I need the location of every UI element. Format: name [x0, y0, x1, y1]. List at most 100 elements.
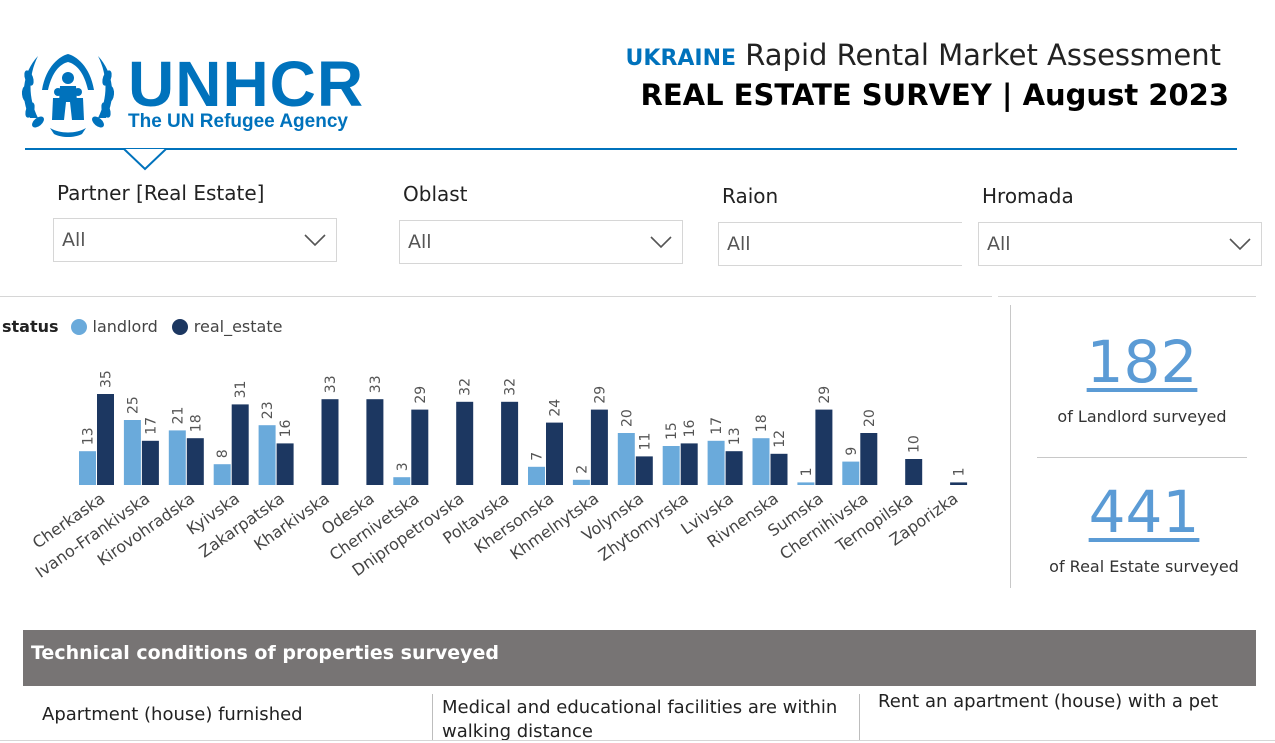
page-subtitle: REAL ESTATE SURVEY | August 2023 [640, 78, 1230, 112]
bar-real_estate-zaporizka[interactable] [950, 482, 968, 485]
filter-value-raion: All [727, 233, 751, 255]
filter-dropdown-partner[interactable]: All [53, 218, 337, 262]
bar-real_estate-zakarpatska[interactable] [276, 443, 294, 485]
bar-real_estate-zhytomyrska[interactable] [680, 443, 698, 485]
data-label-landlord-sumska: 1 [799, 467, 815, 476]
data-label-real_estate-odeska: 33 [368, 375, 384, 393]
data-label-landlord-ivano-frankivska: 25 [125, 396, 141, 414]
bar-real_estate-sumska[interactable] [815, 409, 833, 485]
header-divider [25, 148, 1237, 150]
kpi-real-estate-label: of Real Estate surveyed [1049, 557, 1239, 576]
data-label-landlord-zakarpatska: 23 [260, 401, 276, 419]
bar-real_estate-kirovohradska[interactable] [186, 438, 204, 485]
bar-landlord-khmelnytska[interactable] [572, 479, 590, 485]
data-label-landlord-zhytomyrska: 15 [664, 422, 680, 440]
bar-landlord-cherkaska[interactable] [79, 451, 96, 485]
bar-real_estate-dnipropetrovska[interactable] [456, 401, 474, 485]
data-label-real_estate-lvivska: 13 [727, 427, 743, 445]
bar-landlord-volynska[interactable] [617, 433, 635, 485]
legend-item-landlord[interactable]: landlord [92, 317, 158, 336]
tech-card-furnished: Apartment (house) furnished [42, 704, 303, 725]
chevron-down-icon [650, 236, 672, 249]
bar-real_estate-odeska[interactable] [366, 399, 384, 485]
filter-value-hromada: All [987, 233, 1011, 255]
chevron-down-icon [304, 234, 326, 247]
bar-landlord-kyivska[interactable] [213, 464, 231, 485]
data-label-real_estate-dnipropetrovska: 32 [458, 378, 474, 396]
bar-landlord-kirovohradska[interactable] [168, 430, 186, 485]
bar-real_estate-cherkaska[interactable] [97, 394, 114, 485]
filter-dropdown-oblast[interactable]: All [399, 220, 683, 264]
bar-landlord-zhytomyrska[interactable] [662, 446, 680, 485]
data-label-real_estate-chernihivska: 20 [862, 409, 878, 427]
bar-real_estate-rivnenska[interactable] [770, 453, 788, 485]
kpi-real-estate-count: 441 [1088, 478, 1200, 546]
filter-label-oblast: Oblast [403, 182, 468, 206]
data-label-real_estate-ternopilska: 10 [907, 435, 923, 453]
bar-real_estate-khmelnytska[interactable] [590, 409, 608, 485]
data-label-real_estate-khersonska: 24 [548, 399, 564, 417]
bar-real_estate-lvivska[interactable] [725, 451, 743, 485]
filter-label-hromada: Hromada [982, 184, 1074, 208]
kpi-divider [1037, 457, 1247, 458]
data-label-real_estate-chernivetska: 29 [413, 386, 429, 404]
kpi-landlord-count: 182 [1086, 328, 1198, 396]
filter-dropdown-raion[interactable]: All [718, 222, 962, 266]
bar-real_estate-volynska[interactable] [635, 456, 653, 485]
bar-landlord-chernihivska[interactable] [842, 461, 860, 485]
bottom-divider [0, 740, 1275, 741]
bar-real_estate-kharkivska[interactable] [321, 399, 339, 485]
column-divider [859, 694, 860, 740]
data-label-real_estate-khmelnytska: 29 [592, 386, 608, 404]
bar-landlord-khersonska[interactable] [528, 466, 545, 485]
tech-card-facilities: Medical and educational facilities are w… [442, 697, 838, 742]
bar-landlord-rivnenska[interactable] [752, 438, 770, 485]
bar-real_estate-chernihivska[interactable] [860, 433, 878, 485]
data-label-landlord-khersonska: 7 [530, 452, 546, 461]
kpi-divider-vertical [1010, 305, 1011, 588]
data-label-real_estate-poltavska: 32 [503, 378, 519, 396]
data-label-real_estate-zhytomyrska: 16 [682, 419, 698, 437]
legend-swatch-real-estate [171, 318, 188, 335]
unhcr-emblem-icon [21, 54, 115, 137]
data-label-landlord-kyivska: 8 [215, 449, 231, 458]
data-label-real_estate-sumska: 29 [817, 386, 833, 404]
bar-landlord-ivano-frankivska[interactable] [123, 420, 141, 485]
bar-real_estate-ternopilska[interactable] [905, 459, 923, 485]
tech-card-pet: Rent an apartment (house) with a pet [878, 691, 1219, 712]
unhcr-logo: UNHCR The UN Refugee Agency [20, 48, 365, 138]
bar-real_estate-kyivska[interactable] [231, 404, 249, 485]
filter-dropdown-hromada[interactable]: All [978, 222, 1262, 266]
filter-label-raion: Raion [722, 184, 779, 208]
data-label-landlord-volynska: 20 [619, 409, 635, 427]
technical-conditions-title: Technical conditions of properties surve… [31, 642, 499, 664]
data-label-real_estate-kharkivska: 33 [323, 375, 339, 393]
logo-tagline: The UN Refugee Agency [128, 111, 348, 132]
title-text: Rapid Rental Market Assessment [745, 38, 1221, 72]
data-label-landlord-rivnenska: 18 [754, 414, 770, 432]
bar-real_estate-poltavska[interactable] [501, 401, 519, 485]
bar-real_estate-chernivetska[interactable] [411, 409, 429, 485]
bar-landlord-chernivetska[interactable] [393, 477, 411, 485]
logo-wordmark: UNHCR [128, 48, 365, 120]
data-label-real_estate-zakarpatska: 16 [278, 419, 294, 437]
section-divider [0, 296, 992, 297]
data-label-real_estate-ivano-frankivska: 17 [143, 417, 159, 435]
bar-landlord-zakarpatska[interactable] [258, 425, 276, 485]
bar-real_estate-ivano-frankivska[interactable] [141, 440, 159, 485]
data-label-landlord-cherkaska: 13 [81, 427, 97, 445]
data-label-landlord-chernivetska: 3 [395, 462, 411, 471]
header-notch-decoration [123, 149, 167, 171]
data-label-landlord-kirovohradska: 21 [170, 407, 186, 425]
bar-landlord-lvivska[interactable] [707, 440, 725, 485]
kpi-landlord-label: of Landlord surveyed [1057, 407, 1227, 426]
legend-item-real-estate[interactable]: real_estate [193, 317, 283, 336]
data-label-real_estate-kyivska: 31 [233, 381, 249, 399]
bar-real_estate-khersonska[interactable] [546, 422, 563, 485]
section-divider [998, 296, 1256, 297]
bar-landlord-sumska[interactable] [797, 482, 815, 485]
legend-title: status [2, 317, 59, 336]
page-title: UKRAINE Rapid Rental Market Assessment [626, 38, 1221, 72]
column-divider [432, 694, 433, 740]
